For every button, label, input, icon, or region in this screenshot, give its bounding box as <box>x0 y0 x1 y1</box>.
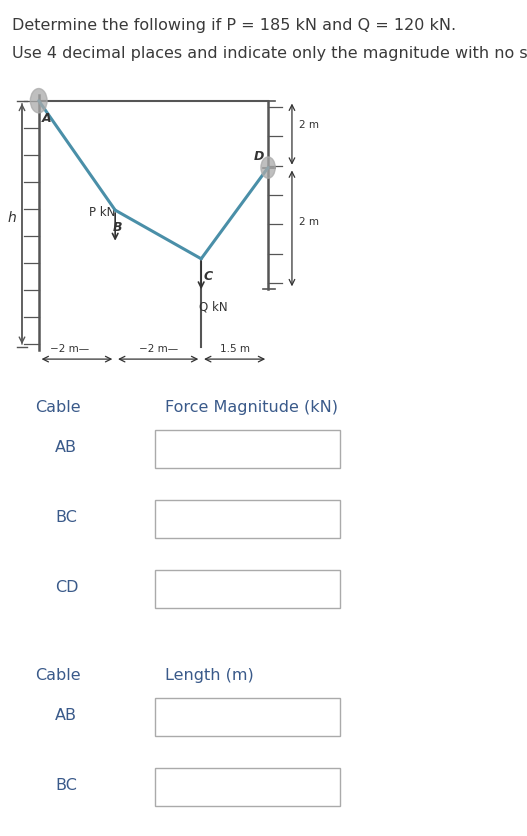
Text: AB: AB <box>55 708 77 723</box>
Text: BC: BC <box>55 510 77 525</box>
Text: 1.5 m: 1.5 m <box>220 344 250 354</box>
Bar <box>155 570 340 608</box>
Text: A: A <box>42 112 51 125</box>
Text: B: B <box>113 222 122 234</box>
Text: Use 4 decimal places and indicate only the magnitude with no signs.: Use 4 decimal places and indicate only t… <box>12 46 527 61</box>
Text: Cable: Cable <box>35 400 81 415</box>
Bar <box>155 500 340 538</box>
Text: Length (m): Length (m) <box>165 668 253 683</box>
Bar <box>155 698 340 736</box>
Text: Determine the following if P = 185 kN and Q = 120 kN.: Determine the following if P = 185 kN an… <box>12 18 456 33</box>
Text: −2 m—: −2 m— <box>50 344 90 354</box>
Text: BC: BC <box>55 778 77 793</box>
Text: Q kN: Q kN <box>199 300 228 314</box>
Bar <box>155 768 340 806</box>
Text: P kN: P kN <box>89 206 115 219</box>
Ellipse shape <box>31 89 47 113</box>
Text: Force Magnitude (kN): Force Magnitude (kN) <box>165 400 338 415</box>
Ellipse shape <box>261 157 275 178</box>
Text: Cable: Cable <box>35 668 81 683</box>
Bar <box>155 430 340 468</box>
Text: 2 m: 2 m <box>299 217 319 227</box>
Text: CD: CD <box>55 580 79 595</box>
Text: AB: AB <box>55 440 77 455</box>
Text: D: D <box>253 150 264 163</box>
Text: −2 m—: −2 m— <box>139 344 178 354</box>
Text: h: h <box>8 212 16 225</box>
Text: C: C <box>203 270 213 283</box>
Text: 2 m: 2 m <box>299 120 319 130</box>
